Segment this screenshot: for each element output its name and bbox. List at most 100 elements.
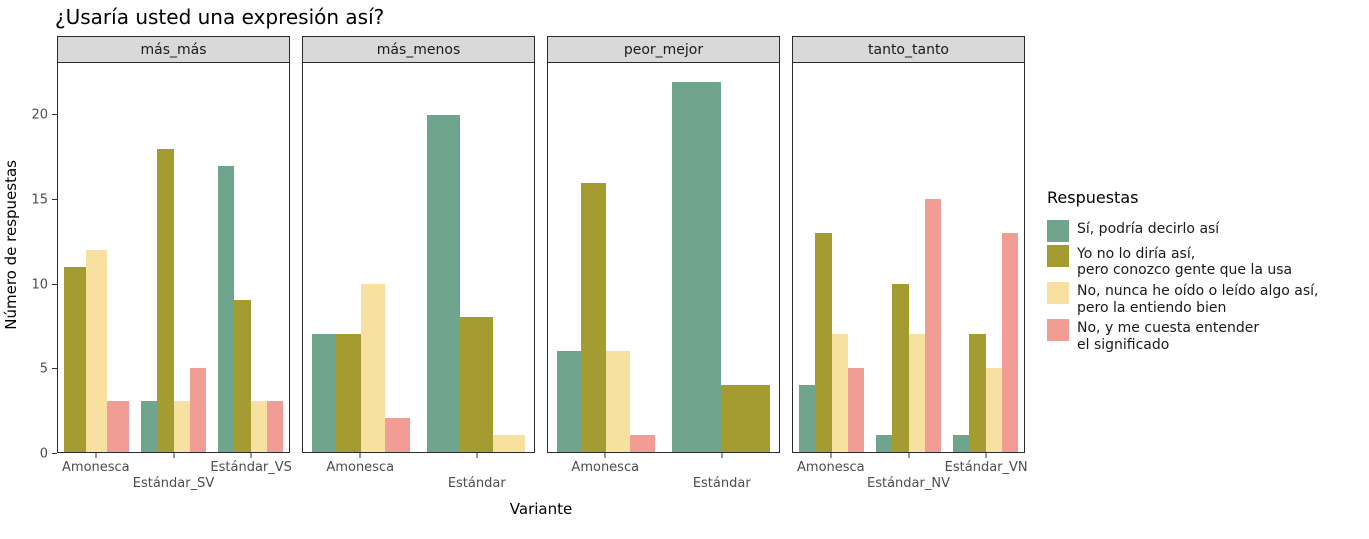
bar-group [952,63,1019,452]
x-tick-mark [604,453,606,458]
bar-series-3 [266,401,284,452]
y-tick-mark [52,114,57,116]
x-tick-mark [908,453,909,458]
x-axis: Amonesca Estándar_NV Estándar_VN [792,453,1028,493]
bar-series-2 [985,367,1002,452]
bar-group [875,63,942,452]
facet-panel: peor_mejor Amonesca Estándar [547,36,780,493]
bar-series-1 [721,384,771,452]
x-tick-mark [250,453,252,458]
bar-series-2 [831,334,848,452]
x-tick-mark [173,453,174,458]
bar-series-3 [107,401,130,452]
x-axis: Amonesca Estándar [547,453,780,493]
bar-series-2 [250,401,267,452]
bar-series-0 [556,350,582,452]
legend-item: Sí, podría decirlo así [1047,219,1369,242]
category-slot [793,63,870,452]
bar-series-1 [459,317,493,452]
legend-key-swatch [1047,244,1069,267]
legend-items: Sí, podría decirlo así Yo no lo diría así… [1047,217,1369,356]
facet-strip-label: más_más [57,36,290,63]
bar-series-1 [969,334,986,452]
legend-key-swatch [1047,281,1069,304]
panels: más_más Amonesca Estándar_SV Estándar_VS más… [57,36,1028,493]
x-tick-mark [476,453,478,458]
category-slot [419,63,535,452]
x-tick-label: Amonesca [571,460,640,475]
bar-series-2 [85,249,108,452]
bar-series-2 [360,283,386,452]
x-tick-label: Estándar_VN [944,460,1028,475]
bar-series-0 [427,115,460,452]
bar-series-0 [952,435,970,452]
bar-series-3 [385,418,410,452]
bar-series-3 [630,435,655,452]
x-axis: Amonesca Estándar_SV Estándar_VS [57,453,292,493]
legend-item-label: Sí, podría decirlo así [1077,220,1220,237]
bar-series-3 [847,367,865,452]
legend-item: No, y me cuesta entender el significado [1047,319,1369,353]
bar-group [217,63,284,452]
bar-series-2 [173,401,190,452]
bar-series-1 [892,283,909,452]
bar-series-1 [157,148,174,452]
x-tick-label: Estándar [692,476,751,491]
y-tick-mark [52,453,57,454]
x-axis: Amonesca Estándar [302,453,535,493]
category-slot [135,63,212,452]
chart-row: Número de respuestas 0 5 10 15 20 más_más Amo… [0,36,1369,494]
x-tick-label: Estándar [447,476,506,491]
facet-strip-label: tanto_tanto [792,36,1025,63]
bar-group [672,63,771,452]
bar-group [798,63,865,452]
y-tick-mark [52,368,57,370]
y-tick-label: 10 [31,277,48,293]
bar-series-1 [234,300,251,452]
bar-series-2 [492,435,526,452]
bar-series-0 [217,165,235,452]
bar-series-0 [140,401,158,452]
bar-series-1 [815,233,832,452]
legend: Respuestas Sí, podría decirlo así Yo no l… [1025,36,1369,494]
y-axis-title: Número de respuestas [2,160,20,330]
legend-item: No, nunca he oído o leído algo así, pero… [1047,281,1369,316]
bar-group [427,63,526,452]
bar-series-0 [672,81,722,452]
category-slot [548,63,664,452]
facet-strip-label: más_menos [302,36,535,63]
x-axis-title: Variante [509,500,573,518]
legend-title: Respuestas [1047,187,1139,207]
legend-item: Yo no lo diría así, pero conozco gente q… [1047,244,1369,279]
bar-series-0 [875,435,893,452]
legend-key-swatch [1047,319,1069,342]
x-tick-label: Amonesca [797,460,865,475]
x-tick-label: Estándar_SV [132,476,215,491]
category-slot [58,63,135,452]
plot-panel [792,62,1025,453]
facet-panel: más_menos Amonesca Estándar [302,36,535,493]
x-tick-mark [359,453,361,458]
bar-series-3 [1001,233,1019,452]
bar-series-3 [924,199,942,452]
legend-item-label: No, y me cuesta entender el significado [1077,320,1260,353]
facet-strip-label: peor_mejor [547,36,780,63]
legend-item-label: No, nunca he oído o leído algo así, pero… [1077,282,1319,316]
bar-group [556,63,655,452]
bar-series-2 [605,350,631,452]
facet-panel: más_más Amonesca Estándar_SV Estándar_VS [57,36,292,493]
category-slot [303,63,419,452]
y-tick-mark [52,283,57,285]
y-tick-mark [52,199,57,201]
bar-series-1 [63,266,86,452]
bar-group [311,63,410,452]
plot-panel [57,62,290,453]
category-slot [947,63,1024,452]
y-tick-label: 15 [31,192,48,208]
category-slot [870,63,947,452]
y-tick-label: 5 [39,361,48,377]
x-tick-mark [721,453,723,458]
x-tick-mark [95,453,97,458]
bar-series-0 [311,334,337,452]
